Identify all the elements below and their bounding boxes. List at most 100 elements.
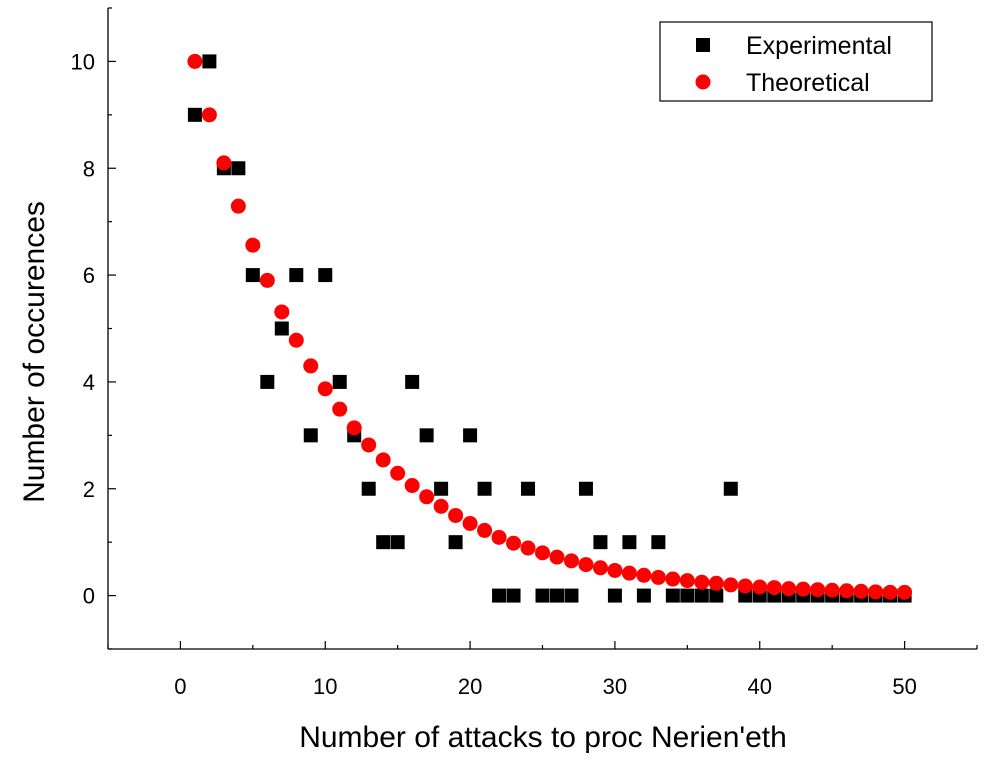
- theoretical-point: [230, 198, 246, 214]
- x-tick-label: 10: [313, 674, 337, 699]
- theoretical-point: [404, 478, 420, 494]
- theoretical-point: [520, 540, 536, 556]
- experimental-point: [607, 588, 622, 603]
- series-theoretical: [187, 53, 913, 600]
- y-tick-label: 0: [83, 584, 95, 609]
- x-tick-label: 0: [174, 674, 186, 699]
- theoretical-point: [317, 381, 333, 397]
- theoretical-point: [477, 522, 493, 538]
- y-axis-title: Number of occurences: [18, 201, 51, 503]
- experimental-point: [463, 428, 478, 443]
- theoretical-point: [781, 581, 797, 597]
- x-axis-title: Number of attacks to proc Nerien'eth: [299, 721, 787, 754]
- legend-label: Theoretical: [746, 69, 870, 97]
- experimental-point: [231, 161, 246, 176]
- theoretical-point: [824, 582, 840, 598]
- experimental-point: [506, 588, 521, 603]
- axis-ticks: [107, 7, 978, 650]
- x-tick-label: 30: [603, 674, 627, 699]
- legend-label: Experimental: [746, 32, 892, 60]
- experimental-point: [448, 535, 463, 550]
- theoretical-point: [607, 562, 623, 578]
- theoretical-point: [592, 560, 608, 576]
- experimental-point: [694, 588, 709, 603]
- theoretical-point: [549, 549, 565, 565]
- experimental-point: [549, 588, 564, 603]
- theoretical-point: [462, 515, 478, 531]
- theoretical-point: [187, 53, 203, 69]
- theoretical-point: [506, 535, 522, 551]
- x-tick-label: 40: [748, 674, 772, 699]
- theoretical-point: [679, 573, 695, 589]
- theoretical-point: [665, 571, 681, 587]
- experimental-point: [274, 321, 289, 336]
- experimental-point: [289, 268, 304, 283]
- theoretical-point: [390, 465, 406, 481]
- x-tick-label: 50: [892, 674, 916, 699]
- experimental-point: [405, 374, 420, 389]
- experimental-point: [390, 535, 405, 550]
- theoretical-point: [375, 452, 391, 468]
- theoretical-point: [795, 581, 811, 597]
- theoretical-point: [737, 578, 753, 594]
- experimental-point: [564, 588, 579, 603]
- experimental-point: [665, 588, 680, 603]
- experimental-point: [622, 535, 637, 550]
- theoretical-point: [361, 437, 377, 453]
- experimental-point: [361, 481, 376, 496]
- theoretical-point: [346, 420, 362, 436]
- theoretical-point: [563, 553, 579, 569]
- theoretical-point: [766, 580, 782, 596]
- theoretical-point: [708, 575, 724, 591]
- experimental-point: [723, 481, 738, 496]
- experimental-point: [376, 535, 391, 550]
- experimental-point: [651, 535, 666, 550]
- theoretical-point: [216, 155, 232, 171]
- theoretical-point: [259, 272, 275, 288]
- theoretical-point: [694, 574, 710, 590]
- y-tick-label: 8: [83, 156, 95, 181]
- plot-marks: [187, 53, 913, 603]
- experimental-point: [187, 107, 202, 122]
- theoretical-point: [839, 583, 855, 599]
- theoretical-point: [650, 569, 666, 585]
- y-tick-label: 6: [83, 263, 95, 288]
- y-tick-label: 2: [83, 477, 95, 502]
- theoretical-point: [882, 584, 898, 600]
- y-tick-label: 4: [83, 370, 95, 395]
- theoretical-point: [303, 358, 319, 374]
- experimental-point: [492, 588, 507, 603]
- theoretical-point: [274, 304, 290, 320]
- experimental-point: [535, 588, 550, 603]
- theoretical-point: [201, 107, 217, 123]
- experimental-point: [332, 374, 347, 389]
- experimental-point: [245, 268, 260, 283]
- experimental-point: [260, 374, 275, 389]
- theoretical-point: [448, 507, 464, 523]
- theoretical-point: [897, 584, 913, 600]
- theoretical-point: [853, 583, 869, 599]
- theoretical-point: [810, 582, 826, 598]
- theoretical-point: [419, 489, 435, 505]
- theoretical-point: [433, 498, 449, 514]
- experimental-point: [709, 588, 724, 603]
- experimental-point: [521, 481, 536, 496]
- experimental-point: [477, 481, 492, 496]
- legend-circle-marker: [695, 74, 711, 90]
- experimental-point: [419, 428, 434, 443]
- theoretical-point: [332, 401, 348, 417]
- theoretical-point: [621, 565, 637, 581]
- experimental-point: [434, 481, 449, 496]
- experimental-point: [593, 535, 608, 550]
- x-tick-label: 20: [458, 674, 482, 699]
- experimental-point: [303, 428, 318, 443]
- theoretical-point: [636, 567, 652, 583]
- theoretical-point: [868, 584, 884, 600]
- experimental-point: [318, 268, 333, 283]
- tick-labels: 0 10 20 30 40 50 0 2 4 6 8 10: [71, 49, 917, 699]
- theoretical-point: [491, 529, 507, 545]
- experimental-point: [202, 54, 217, 69]
- theoretical-point: [578, 557, 594, 573]
- experimental-point: [636, 588, 651, 603]
